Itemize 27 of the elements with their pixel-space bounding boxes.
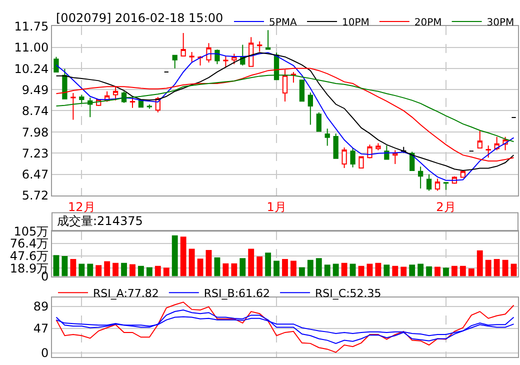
chart-title: [002079] 2016-02-18 15:00 <box>56 11 224 25</box>
y-tick-label: 89 <box>33 300 49 314</box>
legend-label: 20PM <box>414 17 442 28</box>
y-tick-label: 11.75 <box>14 19 49 34</box>
x-tick-label: 1月 <box>266 200 286 214</box>
y-tick-label: 47 <box>33 321 49 336</box>
y-tick-label: 11.00 <box>14 40 49 54</box>
legend-label: RSI_C:52.35 <box>315 286 382 300</box>
y-tick-label: 8.74 <box>22 104 49 118</box>
legend-label: 30PM <box>486 17 514 28</box>
chart-title: 成交量:214375 <box>57 214 143 228</box>
x-tick-label: 12月 <box>68 200 96 214</box>
y-tick-label: 76.4万 <box>10 236 49 251</box>
y-tick-label: 7.23 <box>22 146 49 160</box>
y-tick-label: 10.24 <box>14 62 49 76</box>
legend-label: 5PMA <box>269 17 298 28</box>
y-tick-label: 47.6万 <box>10 248 49 263</box>
legend-label: 10PM <box>342 17 370 28</box>
legend-label: RSI_B:61.62 <box>204 286 270 300</box>
x-tick-label: 2月 <box>436 200 456 214</box>
y-tick-label: 0 <box>40 346 49 360</box>
y-tick-label: 105万 <box>14 224 49 238</box>
y-tick-label: 6.47 <box>22 168 49 182</box>
y-tick-label: 5.72 <box>22 188 49 203</box>
legend-label: RSI_A:77.82 <box>93 286 159 300</box>
y-tick-label: 7.98 <box>22 125 49 140</box>
y-tick-label: 9.49 <box>22 82 49 97</box>
